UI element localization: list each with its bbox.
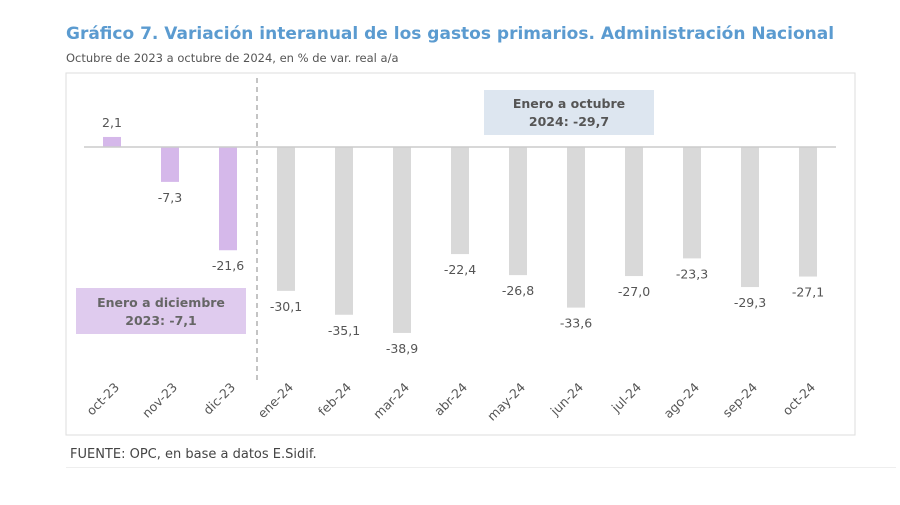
data-label: 2,1 (102, 115, 122, 130)
data-label: -33,6 (560, 316, 592, 331)
annotation-line: 2023: -7,1 (125, 313, 196, 328)
data-label: -23,3 (676, 266, 708, 281)
data-label: -26,8 (502, 283, 534, 298)
data-label: -7,3 (158, 190, 182, 205)
source-note: FUENTE: OPC, en base a datos E.Sidif. (70, 447, 317, 462)
bar-jul-24 (625, 147, 643, 277)
data-label: -27,1 (792, 285, 824, 300)
bar-may-24 (509, 147, 527, 276)
data-label: -30,1 (270, 299, 302, 314)
bar-nov-23 (161, 147, 179, 182)
bar-oct-23 (103, 136, 121, 147)
annotation-line: Enero a octubre (513, 96, 625, 111)
data-label: -27,0 (618, 284, 650, 299)
bar-ene-24 (277, 147, 295, 291)
bar-mar-24 (393, 147, 411, 333)
bar-ago-24 (683, 147, 701, 259)
bar-jun-24 (567, 147, 585, 308)
bar-oct-24 (799, 147, 817, 277)
bar-abr-24 (451, 147, 469, 255)
data-label: -38,9 (386, 341, 418, 356)
chart-subtitle: Octubre de 2023 a octubre de 2024, en % … (66, 51, 399, 65)
annotation-box (484, 90, 654, 135)
data-label: -21,6 (212, 258, 244, 273)
annotation-line: 2024: -29,7 (529, 114, 609, 129)
divider (66, 467, 896, 468)
annotation-line: Enero a diciembre (97, 295, 225, 310)
annotation-2023: Enero a diciembre 2023: -7,1 (76, 288, 246, 334)
bar-dic-23 (219, 147, 237, 251)
bar-feb-24 (335, 147, 353, 315)
data-label: -22,4 (444, 262, 476, 277)
data-label: -29,3 (734, 295, 766, 310)
annotation-2024: Enero a octubre 2024: -29,7 (484, 90, 654, 135)
bar-sep-24 (741, 147, 759, 288)
chart-title: Gráfico 7. Variación interanual de los g… (66, 24, 835, 44)
annotation-box (76, 288, 246, 334)
data-label: -35,1 (328, 323, 360, 338)
